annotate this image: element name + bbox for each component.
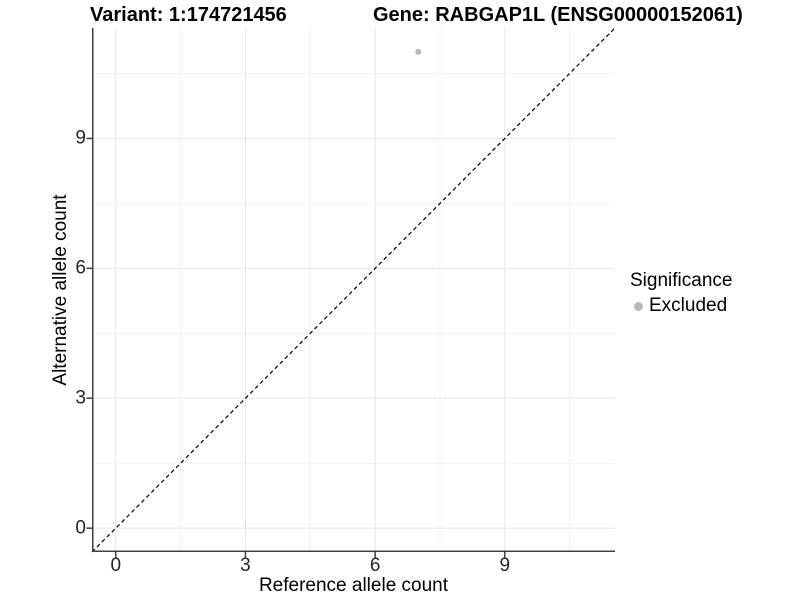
y-tick-label-0: 0 <box>75 517 86 539</box>
x-tick-label-9: 9 <box>499 555 511 576</box>
legend-label-excluded: Excluded <box>649 295 728 316</box>
y-axis-title: Alternative allele count <box>50 194 71 386</box>
x-tick-label-6: 6 <box>369 555 381 576</box>
legend: Significance Excluded <box>630 270 732 317</box>
x-axis-title: Reference allele count <box>258 575 449 596</box>
y-tick-label-6: 6 <box>75 257 86 279</box>
y-tick-label-3: 3 <box>75 387 86 409</box>
legend-entry-excluded: Excluded <box>630 295 732 317</box>
legend-title: Significance <box>630 270 733 291</box>
variant-title: Variant: 1:174721456 <box>90 4 287 26</box>
identity-line <box>91 27 616 553</box>
legend-marker-excluded-icon <box>634 301 643 311</box>
y-tick-label-9: 9 <box>75 127 86 149</box>
gene-title: Gene: RABGAP1L (ENSG00000152061) <box>373 4 743 26</box>
data-point-excluded <box>415 48 422 55</box>
x-tick-label-3: 3 <box>240 555 251 576</box>
plot-panel <box>86 27 616 558</box>
x-tick-label-0: 0 <box>110 555 122 576</box>
